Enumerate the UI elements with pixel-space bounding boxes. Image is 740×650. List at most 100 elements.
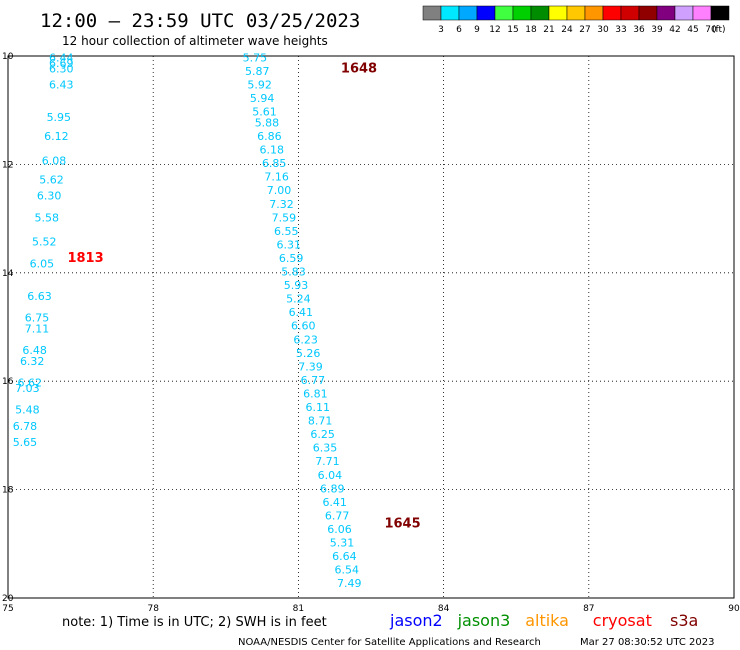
colorbar-label: 33 <box>615 25 626 35</box>
swh-value: 7.71 <box>315 455 340 468</box>
swh-value: 6.18 <box>260 144 285 157</box>
swh-value: 6.55 <box>274 225 299 238</box>
swh-value: 6.75 <box>25 312 50 325</box>
x-tick-label: 87 <box>583 604 594 614</box>
x-tick-label: 78 <box>147 604 159 614</box>
colorbar-swatch <box>692 5 712 21</box>
swh-value: 6.32 <box>20 355 45 368</box>
x-tick-labels: 75 78 81 84 87 90 <box>2 604 740 614</box>
swh-value: 5.61 <box>252 106 277 119</box>
footer-note: note: 1) Time is in UTC; 2) SWH is in fe… <box>62 615 327 630</box>
swh-value: 5.94 <box>250 92 275 105</box>
swh-value: 5.95 <box>47 111 72 124</box>
colorbar-swatch <box>566 5 586 21</box>
swh-value: 6.41 <box>322 496 347 509</box>
colorbar-swatch <box>584 5 604 21</box>
colorbar-label: 24 <box>561 25 573 35</box>
swh-value: 6.77 <box>325 509 350 522</box>
swh-value: 5.48 <box>15 404 40 417</box>
swh-value: 6.54 <box>335 564 360 577</box>
swh-value: 6.35 <box>313 442 338 455</box>
swh-value: 5.65 <box>13 436 38 449</box>
colorbar-label: 9 <box>474 25 480 35</box>
footer-timestamp: Mar 27 08:30:52 UTC 2023 <box>580 637 715 648</box>
track-label: 1645 <box>384 517 420 532</box>
swh-value: 7.11 <box>25 322 50 335</box>
swh-value: 5.92 <box>247 79 272 92</box>
colorbar-swatch <box>710 5 730 21</box>
swh-value: 6.85 <box>262 157 287 170</box>
y-tick-label: 12 <box>2 160 13 170</box>
colorbar-label: 27 <box>579 25 590 35</box>
footer-credit: NOAA/NESDIS Center for Satellite Applica… <box>238 637 541 648</box>
y-tick-label: 16 <box>2 377 14 387</box>
colorbar-label: 70 <box>705 25 717 35</box>
swh-value: 6.44 <box>49 51 74 64</box>
x-tick-label: 84 <box>438 604 450 614</box>
satellite-legend: jason2 jason3 altika cryosat s3a <box>389 611 698 630</box>
colorbar-swatch <box>548 5 568 21</box>
swh-value: 8.71 <box>308 415 333 428</box>
swh-value: 6.08 <box>42 154 67 167</box>
swh-value: 5.31 <box>330 537 355 550</box>
swh-value: 5.93 <box>284 279 309 292</box>
swh-value: 6.63 <box>27 290 52 303</box>
swh-value: 5.52 <box>32 236 57 249</box>
swh-value: 7.39 <box>298 360 323 373</box>
colorbar-label: 3 <box>438 25 444 35</box>
swh-value: 6.06 <box>327 523 352 536</box>
swh-value: 5.75 <box>243 51 268 64</box>
x-tick-label: 81 <box>293 604 304 614</box>
colorbar-label: 12 <box>489 25 500 35</box>
colorbar-unit: (ft) <box>712 25 726 35</box>
swh-value: 6.69 <box>49 57 74 70</box>
colorbar-swatch <box>530 5 550 21</box>
y-tick-label: 20 <box>2 594 14 604</box>
swh-value: 6.12 <box>44 130 69 143</box>
legend-item: jason2 <box>389 611 443 630</box>
y-tick-label: 18 <box>2 486 14 496</box>
swh-value: 6.05 <box>30 257 55 270</box>
colorbar-swatch <box>494 5 514 21</box>
colorbar-swatch <box>476 5 496 21</box>
legend-item: jason3 <box>457 611 511 630</box>
swh-value: 6.31 <box>276 238 301 251</box>
plot-frame <box>7 55 735 599</box>
colorbar-swatch <box>638 5 658 21</box>
colorbar-swatch <box>458 5 478 21</box>
swh-value: 5.88 <box>255 116 280 129</box>
swh-value: 5.83 <box>281 266 306 279</box>
swh-value: 7.00 <box>267 184 292 197</box>
swh-value: 5.24 <box>286 293 311 306</box>
swh-value: 5.58 <box>34 211 59 224</box>
swh-value: 6.04 <box>318 469 343 482</box>
track-label: 1813 <box>67 251 103 266</box>
colorbar-label: 39 <box>651 25 663 35</box>
swh-value: 6.89 <box>320 482 345 495</box>
legend-item: cryosat <box>593 611 652 630</box>
colorbar-swatch <box>602 5 622 21</box>
track-labels: 1813 1648 1645 <box>67 61 420 531</box>
swh-value: 7.03 <box>15 382 40 395</box>
x-tick-label: 75 <box>2 604 13 614</box>
colorbar-label: 15 <box>507 25 518 35</box>
swh-value: 7.16 <box>264 171 289 184</box>
swh-value: 7.32 <box>269 198 294 211</box>
y-tick-label: 14 <box>2 269 14 279</box>
page-title: 12:00 – 23:59 UTC 03/25/2023 <box>40 10 360 32</box>
swh-points: 6.446.696.306.435.956.126.085.626.305.58… <box>13 51 362 590</box>
swh-value: 5.62 <box>39 173 64 186</box>
legend-item: s3a <box>670 611 698 630</box>
swh-value: 7.49 <box>337 577 362 590</box>
swh-value: 6.25 <box>310 428 335 441</box>
gridlines <box>8 56 734 598</box>
swh-value: 6.59 <box>279 252 304 265</box>
swh-value: 6.30 <box>49 62 74 75</box>
colorbar-swatch <box>512 5 532 21</box>
colorbar-label: 45 <box>687 25 698 35</box>
swh-value: 6.78 <box>13 420 38 433</box>
colorbar-label: 18 <box>525 25 537 35</box>
x-tick-label: 90 <box>728 604 740 614</box>
colorbar-label: 6 <box>456 25 462 35</box>
swh-value: 6.41 <box>289 306 314 319</box>
